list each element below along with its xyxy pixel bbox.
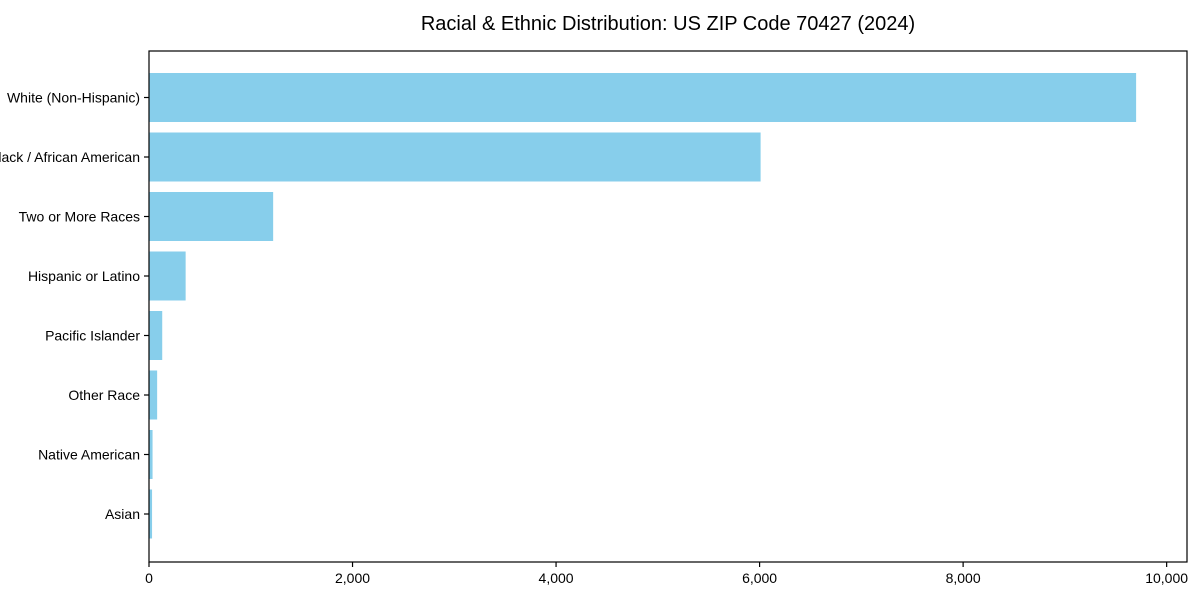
y-tick-label: Native American — [38, 447, 140, 463]
bar — [149, 132, 761, 182]
axes-layer: White (Non-Hispanic) Black / African Amer… — [0, 90, 1188, 587]
bars-layer — [149, 73, 1137, 539]
bar — [149, 73, 1137, 122]
bar — [149, 251, 186, 301]
x-tick-label: 4,000 — [539, 570, 574, 586]
y-tick-label: Pacific Islander — [45, 328, 140, 344]
bar — [149, 430, 153, 479]
bar — [149, 311, 163, 360]
x-tick-label: 2,000 — [335, 570, 370, 586]
x-tick-label: 6,000 — [742, 570, 777, 586]
bar — [149, 489, 153, 539]
chart-title: Racial & Ethnic Distribution: US ZIP Cod… — [421, 13, 915, 35]
y-tick-label: Asian — [105, 506, 140, 522]
x-tick-label: 10,000 — [1145, 570, 1188, 586]
plot-frame — [148, 50, 1188, 563]
y-tick-label: Two or More Races — [19, 209, 140, 225]
x-tick-label: 8,000 — [946, 570, 981, 586]
bar — [149, 192, 274, 241]
y-tick-label: White (Non-Hispanic) — [7, 90, 140, 106]
y-tick-label: Hispanic or Latino — [28, 268, 140, 284]
x-tick-label: 0 — [145, 570, 153, 586]
y-tick-label: Black / African American — [0, 149, 140, 165]
y-tick-label: Other Race — [68, 387, 140, 403]
bar — [149, 370, 158, 420]
